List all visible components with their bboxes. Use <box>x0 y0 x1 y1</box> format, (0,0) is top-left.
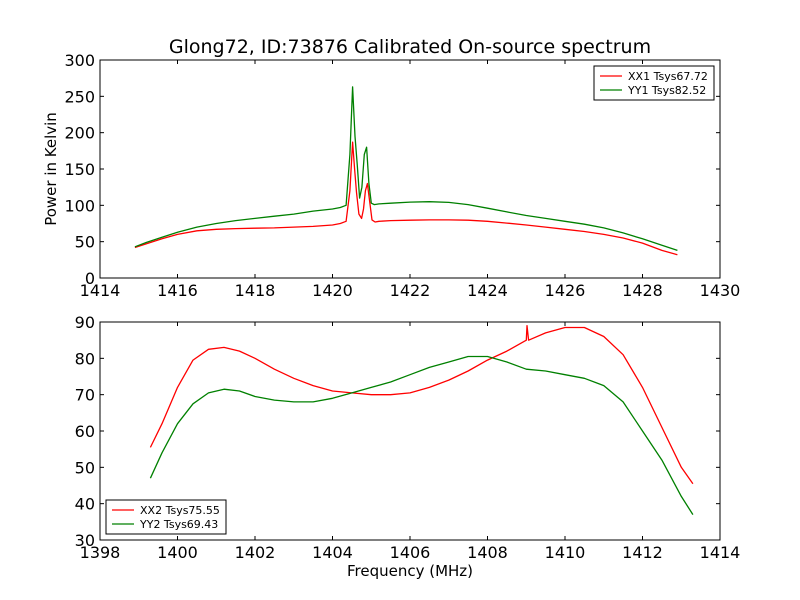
bottom-plot-x-tick-label: 1400 <box>157 543 198 562</box>
top-plot-legend-label-2: YY1 Tsys82.52 <box>627 84 706 97</box>
top-plot-x-tick-label: 1428 <box>622 281 663 300</box>
bottom-plot-x-tick-label: 1412 <box>622 543 663 562</box>
bottom-plot-y-tick-label: 80 <box>75 349 95 368</box>
top-plot-ticks: 1414 1416 1418 1420 1422 1424 1426 1428 1430 0 50 1… <box>64 51 740 300</box>
bottom-plot-x-tick-label: 1406 <box>390 543 431 562</box>
top-plot-y-tick-label: 250 <box>64 87 95 106</box>
bottom-plot-x-tick-label: 1408 <box>467 543 508 562</box>
top-plot-legend-box <box>593 65 715 101</box>
bottom-plot-y-tick-label: 50 <box>75 458 95 477</box>
bottom-plot-series-line-1 <box>149 324 694 485</box>
bottom-plot-series-line-2 <box>149 355 694 515</box>
bottom-plot-legend-box <box>105 499 227 535</box>
bottom-plot-x-tick-label: 1410 <box>545 543 586 562</box>
top-spectrum-plot: 1414 1416 1418 1420 1422 1424 1426 1428 1430 0 50 1… <box>42 51 740 300</box>
top-plot-y-tick-label: 100 <box>64 196 95 215</box>
top-plot-y-tick-label: 0 <box>85 269 95 288</box>
bottom-plot-x-tick-label: 1402 <box>235 543 276 562</box>
top-plot-x-tick-label: 1414 <box>80 281 121 300</box>
top-plot-y-tick-label: 300 <box>64 51 95 70</box>
top-plot-x-tick-label: 1426 <box>545 281 586 300</box>
bottom-spectrum-plot: 1398 1400 1402 1404 1406 1408 1410 1412 1414 30 40… <box>75 313 741 580</box>
top-plot-x-tick-label: 1416 <box>157 281 198 300</box>
bottom-plot-x-tick-label: 1404 <box>312 543 353 562</box>
bottom-plot-y-tick-label: 40 <box>75 495 95 514</box>
top-plot-x-tick-label: 1422 <box>390 281 431 300</box>
top-plot-series-line-2 <box>134 86 678 252</box>
top-plot-legend-label-1: XX1 Tsys67.72 <box>628 70 708 83</box>
top-plot-y-axis-label: Power in Kelvin <box>42 112 60 226</box>
bottom-plot-x-tick-label: 1398 <box>80 543 121 562</box>
figure-title: Glong72, ID:73876 Calibrated On-source s… <box>169 36 651 58</box>
bottom-plot-y-tick-label: 70 <box>75 386 95 405</box>
top-plot-y-tick-label: 150 <box>64 160 95 179</box>
bottom-plot-x-tick-label: 1414 <box>700 543 741 562</box>
bottom-plot-legend-label-1: XX2 Tsys75.55 <box>140 504 220 517</box>
bottom-plot-ticks: 1398 1400 1402 1404 1406 1408 1410 1412 1414 30 40… <box>75 313 741 562</box>
bottom-plot-y-tick-label: 90 <box>75 313 95 332</box>
bottom-plot-series-lines <box>149 324 694 515</box>
bottom-plot-y-tick-label: 60 <box>75 422 95 441</box>
top-plot-y-tick-label: 50 <box>75 233 95 252</box>
top-plot-x-tick-label: 1420 <box>312 281 353 300</box>
top-plot-x-tick-label: 1424 <box>467 281 508 300</box>
top-plot-x-tick-label: 1430 <box>700 281 741 300</box>
top-plot-series-line-1 <box>134 141 678 256</box>
bottom-plot-x-axis-label: Frequency (MHz) <box>347 562 473 580</box>
top-plot-y-tick-label: 200 <box>64 124 95 143</box>
bottom-plot-legend-label-2: YY2 Tsys69.43 <box>139 518 218 531</box>
top-plot-series-lines <box>134 86 678 256</box>
top-plot-x-tick-label: 1418 <box>235 281 276 300</box>
bottom-plot-y-tick-label: 30 <box>75 531 95 550</box>
